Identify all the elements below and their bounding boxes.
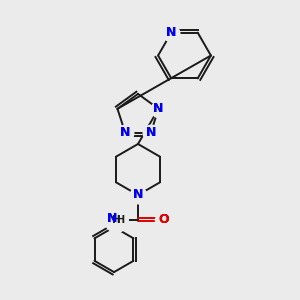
Text: N: N [153,102,164,115]
Text: O: O [158,213,169,226]
Text: N: N [166,26,176,39]
Text: N: N [153,102,164,115]
Text: H: H [116,214,125,225]
Text: N: N [166,26,176,39]
Text: H: H [112,214,121,225]
Text: O: O [158,213,169,226]
Text: N: N [106,212,117,225]
Text: N: N [146,127,156,140]
Text: N: N [133,188,143,202]
Text: N: N [120,127,130,140]
Text: N: N [146,127,156,140]
Text: N: N [133,188,143,202]
Text: N: N [107,212,117,225]
Text: N: N [120,127,130,140]
